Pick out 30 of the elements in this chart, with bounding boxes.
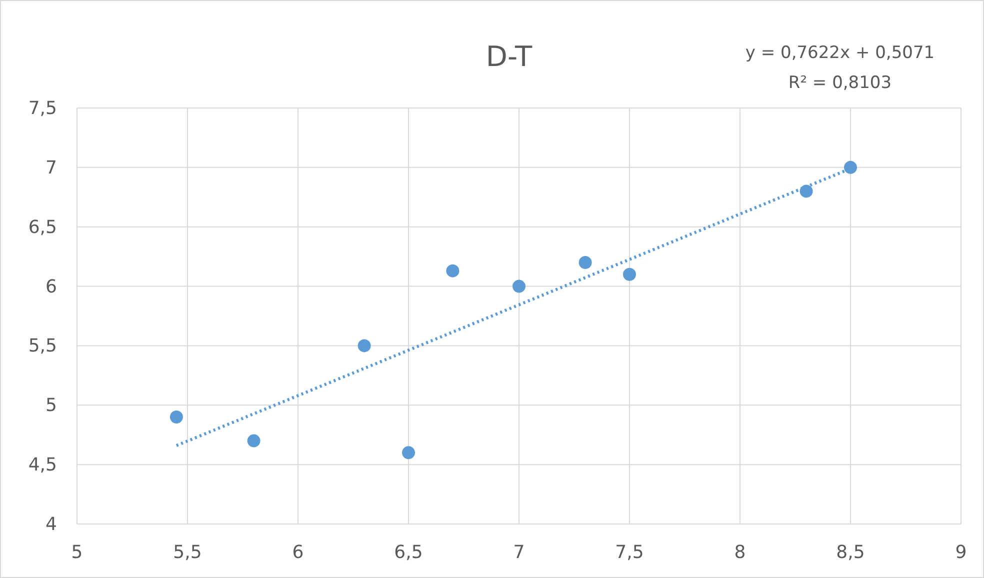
- point: [578, 256, 592, 270]
- y-tick-label: 4,5: [28, 454, 57, 476]
- y-tick-label: 4: [46, 514, 57, 535]
- x-tick-label: 6,5: [394, 542, 423, 563]
- x-tick-label: 8: [734, 542, 746, 563]
- x-tick-label: 5,5: [173, 542, 202, 563]
- y-tick-label: 6,5: [28, 216, 57, 238]
- point: [358, 339, 371, 352]
- y-tick-label: 5,5: [28, 336, 57, 357]
- chart-title: D-T: [486, 40, 533, 73]
- point: [512, 280, 526, 293]
- point: [170, 410, 183, 424]
- x-tick-label: 8,5: [836, 542, 865, 563]
- y-tick-label: 7: [46, 157, 57, 178]
- x-tick-label: 9: [955, 542, 967, 563]
- x-tick-label: 7,5: [615, 542, 644, 563]
- x-tick-label: 7: [513, 542, 525, 563]
- point: [844, 160, 857, 174]
- point: [402, 446, 415, 460]
- x-tick-label: 5: [71, 542, 83, 563]
- y-tick-label: 6: [46, 276, 57, 298]
- point: [247, 434, 260, 448]
- point: [446, 264, 460, 278]
- x-tick-label: 6: [292, 542, 304, 563]
- y-tick-label: 5: [46, 395, 57, 416]
- text: R² = 0,8103: [788, 73, 892, 93]
- point: [623, 268, 636, 281]
- text: y = 0,7622x + 0,5071: [745, 43, 935, 63]
- point: [800, 184, 813, 198]
- y-tick-label: 7,5: [28, 98, 57, 119]
